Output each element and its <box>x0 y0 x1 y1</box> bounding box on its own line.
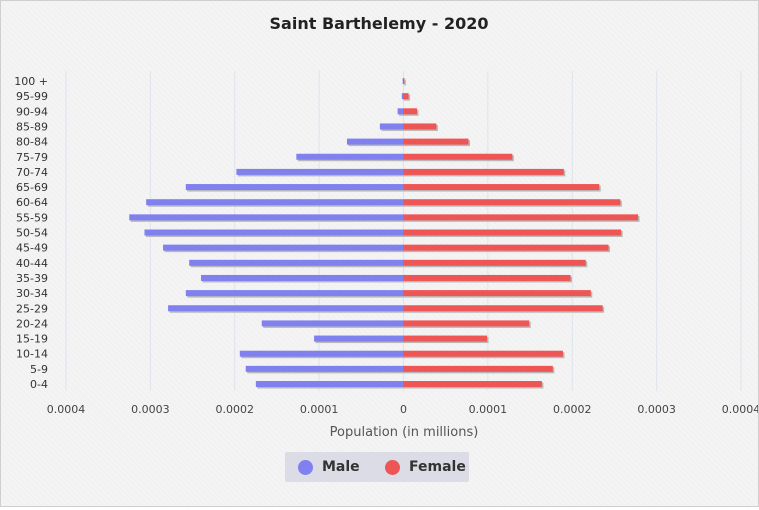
x-tick-label: 0.0003 <box>637 403 676 416</box>
legend-label-male: Male <box>322 459 360 475</box>
age-group-label: 10-14 <box>16 348 48 361</box>
age-group-label: 95-99 <box>16 90 48 103</box>
age-group-label: 60-64 <box>16 196 48 209</box>
male-bar <box>245 365 404 372</box>
age-group-label: 70-74 <box>16 166 48 179</box>
male-bar <box>168 305 404 312</box>
male-bar <box>379 123 404 130</box>
chart-legend: Male Female <box>285 452 469 482</box>
age-group-label: 85-89 <box>16 120 48 133</box>
bar-shadow <box>404 79 405 86</box>
age-group-label: 0-4 <box>30 378 48 391</box>
male-bar <box>185 290 404 297</box>
legend-item-male[interactable]: Male <box>298 452 360 482</box>
age-group-label: 5-9 <box>30 363 48 376</box>
legend-label-female: Female <box>409 459 466 475</box>
female-bar <box>403 214 639 221</box>
age-group-label: 55-59 <box>16 211 48 224</box>
age-group-label: 35-39 <box>16 272 48 285</box>
female-bar <box>403 320 530 327</box>
age-group-label: 80-84 <box>16 136 48 149</box>
age-group-label: 45-49 <box>16 242 48 255</box>
chart-title: Saint Barthelemy - 2020 <box>270 14 489 33</box>
female-bar <box>403 168 564 175</box>
x-tick-label: 0.0003 <box>131 403 170 416</box>
male-swatch-icon <box>298 459 313 475</box>
age-group-label: 65-69 <box>16 181 48 194</box>
age-group-label: 15-19 <box>16 333 48 346</box>
age-group-label: 50-54 <box>16 227 48 240</box>
female-bar <box>403 199 621 206</box>
male-bar <box>185 184 404 191</box>
female-bar <box>403 229 622 236</box>
x-axis-label: Population (in millions) <box>330 425 479 440</box>
female-bar <box>403 365 553 372</box>
female-bar <box>403 350 563 357</box>
male-bar <box>201 274 404 281</box>
female-bar <box>403 138 469 145</box>
x-tick-label: 0.0004 <box>722 403 758 416</box>
male-bar <box>239 350 404 357</box>
legend-item-female[interactable]: Female <box>385 452 466 482</box>
x-tick-label: 0.0001 <box>300 403 339 416</box>
male-bar <box>296 153 404 160</box>
age-group-label: 30-34 <box>16 287 48 300</box>
female-bar <box>403 153 513 160</box>
male-bar <box>146 199 404 206</box>
x-tick-label: 0.0001 <box>469 403 508 416</box>
male-bar <box>236 168 404 175</box>
male-bar <box>397 108 404 115</box>
male-bar <box>261 320 404 327</box>
female-bar <box>403 123 437 130</box>
female-bar <box>403 244 609 251</box>
bar-shadow <box>405 79 406 86</box>
age-group-label: 20-24 <box>16 317 48 330</box>
male-bar <box>401 93 404 100</box>
male-bar <box>402 78 404 84</box>
age-group-label: 100 + <box>14 75 48 88</box>
female-bar <box>403 274 571 281</box>
female-bar <box>403 78 405 84</box>
female-bar <box>403 93 409 100</box>
age-group-label: 25-29 <box>16 302 48 315</box>
x-tick-label: 0.0002 <box>216 403 255 416</box>
male-bar <box>346 138 404 145</box>
x-tick-label: 0.0004 <box>47 403 86 416</box>
male-bar <box>129 214 404 221</box>
female-bar <box>403 290 591 297</box>
male-bar <box>163 244 404 251</box>
female-bar <box>403 381 542 387</box>
female-swatch-icon <box>385 459 400 475</box>
age-group-label: 40-44 <box>16 257 48 270</box>
age-group-label: 90-94 <box>16 105 48 118</box>
female-bar <box>403 305 603 312</box>
x-tick-label: 0 <box>400 403 407 416</box>
female-bar <box>403 335 488 342</box>
male-bar <box>314 335 404 342</box>
male-bar <box>255 381 404 387</box>
x-tick-label: 0.0002 <box>553 403 592 416</box>
male-bar <box>144 229 404 236</box>
age-group-label: 75-79 <box>16 151 48 164</box>
female-bar <box>403 184 600 191</box>
male-bar <box>189 259 404 266</box>
female-bar <box>403 259 586 266</box>
female-bar <box>403 108 417 115</box>
